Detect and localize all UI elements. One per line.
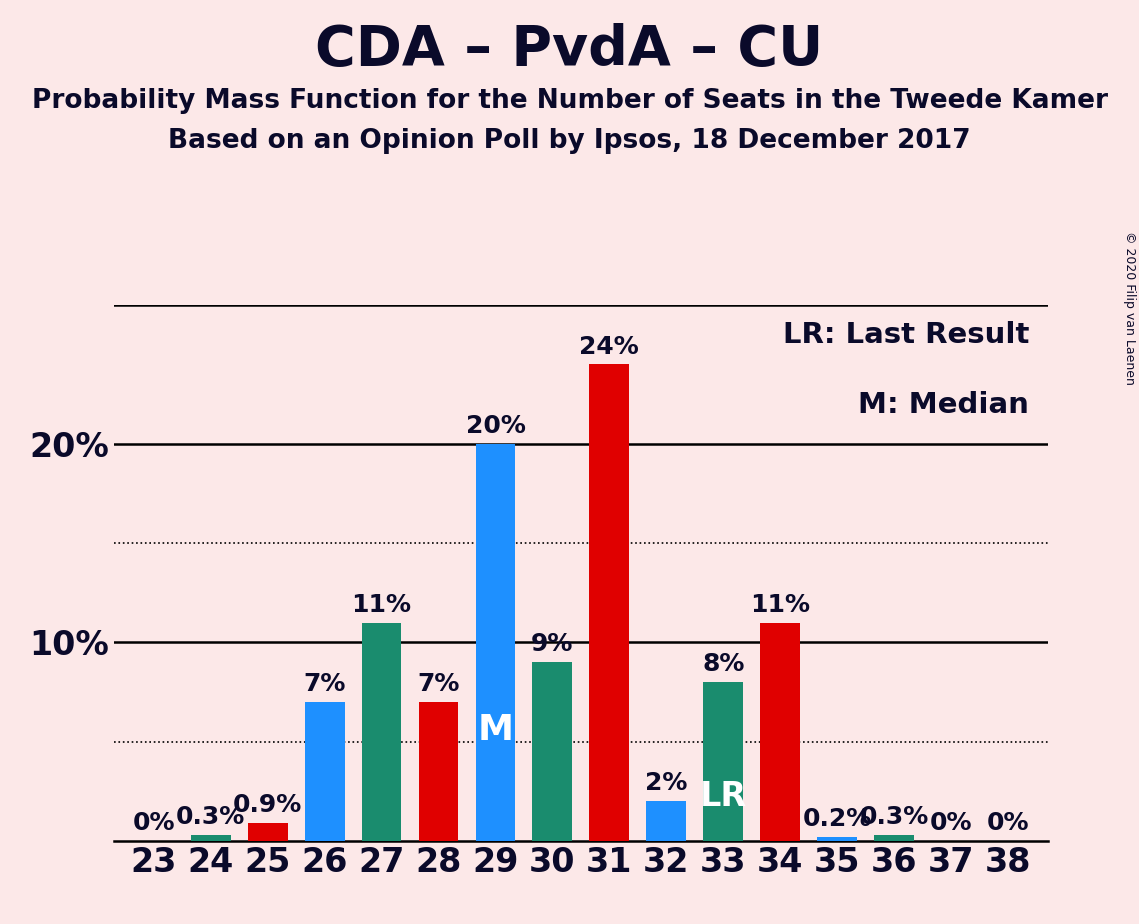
Bar bbox=[875, 835, 913, 841]
Text: LR: LR bbox=[699, 780, 747, 813]
Text: 0.9%: 0.9% bbox=[233, 793, 302, 817]
Bar bbox=[533, 663, 573, 841]
Text: 2%: 2% bbox=[645, 772, 688, 796]
Bar bbox=[703, 682, 743, 841]
Text: 0%: 0% bbox=[986, 811, 1030, 835]
Text: 0.3%: 0.3% bbox=[177, 805, 245, 829]
Bar bbox=[646, 801, 686, 841]
Text: M: M bbox=[477, 712, 514, 747]
Text: 11%: 11% bbox=[352, 592, 411, 616]
Bar bbox=[590, 364, 629, 841]
Text: Probability Mass Function for the Number of Seats in the Tweede Kamer: Probability Mass Function for the Number… bbox=[32, 88, 1107, 114]
Text: M: Median: M: Median bbox=[859, 391, 1030, 419]
Bar bbox=[191, 835, 230, 841]
Bar bbox=[248, 823, 287, 841]
Text: 7%: 7% bbox=[417, 672, 460, 696]
Text: 0.3%: 0.3% bbox=[860, 805, 928, 829]
Text: 9%: 9% bbox=[531, 632, 574, 656]
Bar bbox=[419, 702, 458, 841]
Bar bbox=[476, 444, 515, 841]
Text: 11%: 11% bbox=[751, 592, 810, 616]
Text: 7%: 7% bbox=[303, 672, 346, 696]
Bar bbox=[761, 623, 800, 841]
Text: Based on an Opinion Poll by Ipsos, 18 December 2017: Based on an Opinion Poll by Ipsos, 18 De… bbox=[169, 128, 970, 153]
Text: © 2020 Filip van Laenen: © 2020 Filip van Laenen bbox=[1123, 231, 1137, 385]
Text: 24%: 24% bbox=[580, 334, 639, 359]
Text: 8%: 8% bbox=[702, 652, 745, 676]
Bar bbox=[361, 623, 401, 841]
Text: LR: Last Result: LR: Last Result bbox=[782, 321, 1030, 349]
Text: 0%: 0% bbox=[929, 811, 973, 835]
Bar bbox=[305, 702, 345, 841]
Text: CDA – PvdA – CU: CDA – PvdA – CU bbox=[316, 23, 823, 77]
Text: 20%: 20% bbox=[466, 414, 525, 438]
Text: 0.2%: 0.2% bbox=[803, 807, 871, 831]
Bar bbox=[817, 837, 857, 841]
Text: 0%: 0% bbox=[132, 811, 175, 835]
